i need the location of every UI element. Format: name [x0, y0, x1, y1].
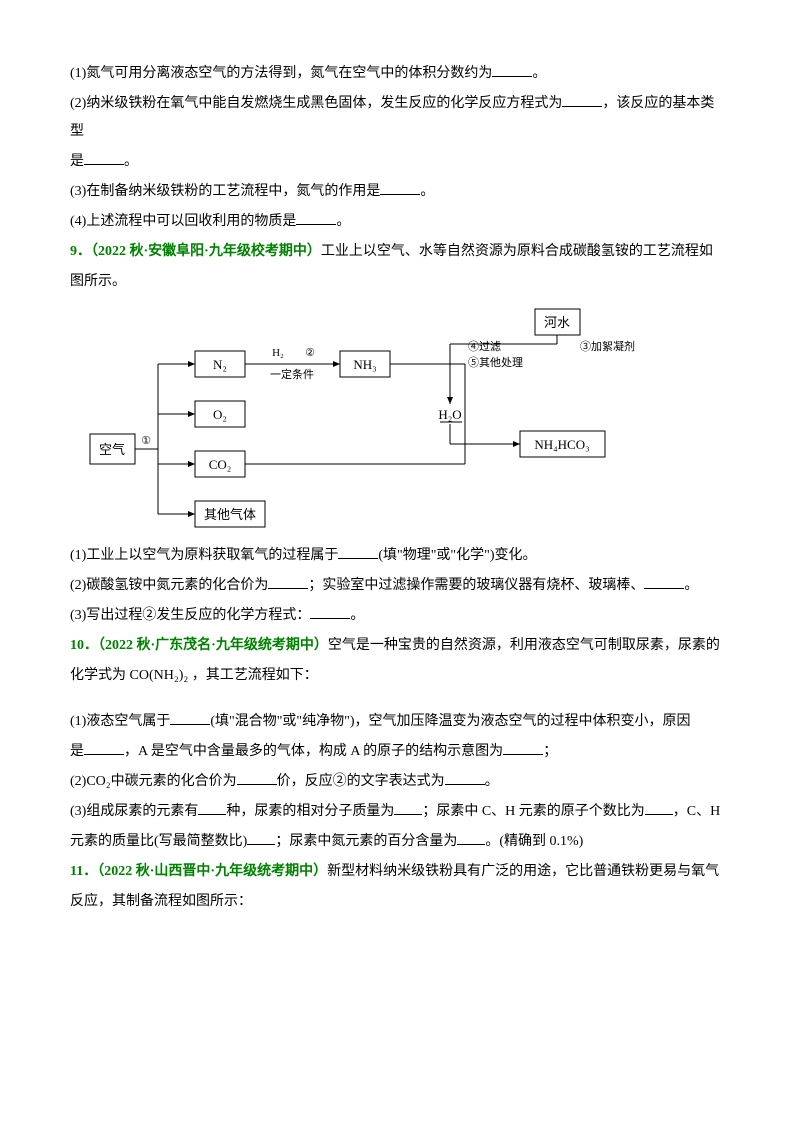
n2-label: N₂ [213, 357, 227, 372]
o2-label: O₂ [213, 407, 227, 422]
text: 化学式为 CO(NH₂)₂ ，其工艺流程如下： [70, 668, 318, 683]
blank [645, 800, 673, 815]
q10-line2: (2)CO₂中碳元素的化合价为 价，反应②的文字表达式为 。 [70, 768, 724, 796]
blank [170, 710, 210, 725]
blank [268, 574, 308, 589]
other-label: 其他气体 [204, 507, 256, 522]
blank [338, 544, 378, 559]
text: 。 [420, 184, 434, 199]
cond-label: 一定条件 [270, 367, 314, 381]
text: 是 [70, 154, 84, 169]
text: 价，反应②的文字表达式为 [277, 774, 445, 789]
text: ；实验室中过滤操作需要的玻璃仪器有烧杯、玻璃棒、 [308, 578, 644, 593]
q9-tag: 9．（2022 秋·安徽阜阳·九年级校考期中） [70, 244, 321, 259]
q10-line3b: 元素的质量比(写最简整数比) ；尿素中氮元素的百分含量为 。(精确到 0.1%) [70, 828, 724, 856]
text: 。 [124, 154, 138, 169]
text: (3)写出过程②发生反应的化学方程式： [70, 608, 310, 623]
blank [492, 62, 532, 77]
text: (3)组成尿素的元素有 [70, 804, 198, 819]
nh3-label: NH₃ [353, 357, 376, 372]
text: 。(精确到 0.1%) [485, 834, 583, 849]
blank [84, 150, 124, 165]
q9-diagram: 空气 ① N₂ O₂ CO₂ 其他气体 H₂ ② 一定条件 NH₃ 河水 ③加絮… [80, 304, 724, 534]
q11-header: 11．（2022 秋·山西晋中·九年级统考期中）新型材料纳米级铁粉具有广泛的用途… [70, 858, 724, 886]
blank [247, 830, 275, 845]
text: 。 [336, 214, 350, 229]
text: 种，尿素的相对分子质量为 [226, 804, 394, 819]
q11-tag: 11．（2022 秋·山西晋中·九年级统考期中） [70, 864, 327, 879]
text: (3)在制备纳米级铁粉的工艺流程中，氮气的作用是 [70, 184, 380, 199]
text: 。 [532, 66, 546, 81]
blank [644, 574, 684, 589]
q9-header-2: 图所示。 [70, 268, 724, 296]
q9-line3: (3)写出过程②发生反应的化学方程式： 。 [70, 602, 724, 630]
blank [380, 180, 420, 195]
q-pre-line2b: 是。 [70, 148, 724, 176]
q10-tag: 10．（2022 秋·广东茂名·九年级统考期中） [70, 638, 328, 653]
circle1-label: ① [141, 435, 151, 447]
air-label: 空气 [99, 442, 125, 457]
text: 工业上以空气、水等自然资源为原料合成碳酸氢铵的工艺流程如 [321, 244, 713, 259]
text: 空气是一种宝贵的自然资源，利用液态空气可制取尿素，尿素的 [328, 638, 720, 653]
blank [296, 210, 336, 225]
q-pre-line3: (3)在制备纳米级铁粉的工艺流程中，氮气的作用是 。 [70, 178, 724, 206]
text: (填"混合物"或"纯净物")，空气加压降温变为液态空气的过程中体积变小，原因 [210, 714, 690, 729]
q-pre-line4: (4)上述流程中可以回收利用的物质是 。 [70, 208, 724, 236]
text: 新型材料纳米级铁粉具有广泛的用途，它比普通铁粉更易与氧气 [327, 864, 719, 879]
text: (2)纳米级铁粉在氧气中能自发燃烧生成黑色固体，发生反应的化学反应方程式为 [70, 96, 562, 111]
blank [445, 770, 485, 785]
q11-header-2: 反应，其制备流程如图所示： [70, 888, 724, 916]
text: ，A 是空气中含量最多的气体，构成 A 的原子的结构示意图为 [124, 744, 503, 759]
text: (1)液态空气属于 [70, 714, 170, 729]
text: 元素的质量比(写最简整数比) [70, 834, 247, 849]
blank [84, 740, 124, 755]
text: (1)氮气可用分离液态空气的方法得到，氮气在空气中的体积分数约为 [70, 66, 492, 81]
step4-label: ④过滤 [468, 340, 501, 353]
text: 。 [350, 608, 364, 623]
text: 。 [485, 774, 499, 789]
text: (2)碳酸氢铵中氮元素的化合价为 [70, 578, 268, 593]
text: (1)工业上以空气为原料获取氧气的过程属于 [70, 548, 338, 563]
co2-label: CO₂ [209, 457, 232, 472]
q9-line2: (2)碳酸氢铵中氮元素的化合价为 ；实验室中过滤操作需要的玻璃仪器有烧杯、玻璃棒、… [70, 572, 724, 600]
blank [198, 800, 226, 815]
text: 图所示。 [70, 274, 126, 289]
blank [237, 770, 277, 785]
text: (2)CO₂中碳元素的化合价为 [70, 774, 237, 789]
q10-line1b: 是 ，A 是空气中含量最多的气体，构成 A 的原子的结构示意图为 ； [70, 738, 724, 766]
q10-line3: (3)组成尿素的元素有 种，尿素的相对分子质量为 ；尿素中 C、H 元素的原子个数比… [70, 798, 724, 826]
step3-label: ③加絮凝剂 [580, 339, 635, 353]
blank [457, 830, 485, 845]
nh4hco3-label: NH₄HCO₃ [534, 437, 589, 452]
text: (4)上述流程中可以回收利用的物质是 [70, 214, 296, 229]
text: 反应，其制备流程如图所示： [70, 894, 252, 909]
blank [503, 740, 543, 755]
q10-line1: (1)液态空气属于 (填"混合物"或"纯净物")，空气加压降温变为液态空气的过程中… [70, 708, 724, 736]
blank [562, 92, 602, 107]
h2-label: H₂ [272, 347, 284, 359]
text: ，C、H [673, 804, 720, 819]
q-pre-line1: (1)氮气可用分离液态空气的方法得到，氮气在空气中的体积分数约为 。 [70, 60, 724, 88]
text: 是 [70, 744, 84, 759]
step5-label: ⑤其他处理 [468, 356, 523, 369]
text: ；尿素中氮元素的百分含量为 [275, 834, 457, 849]
q9-line1: (1)工业上以空气为原料获取氧气的过程属于 (填"物理"或"化学")变化。 [70, 542, 724, 570]
circle2-label: ② [305, 347, 315, 359]
h2o-label: H₂O [438, 407, 461, 422]
q9-header: 9．（2022 秋·安徽阜阳·九年级校考期中）工业上以空气、水等自然资源为原料合… [70, 238, 724, 266]
blank [310, 604, 350, 619]
text: 。 [684, 578, 698, 593]
text: (填"物理"或"化学")变化。 [378, 548, 536, 563]
q10-header: 10．（2022 秋·广东茂名·九年级统考期中）空气是一种宝贵的自然资源，利用液… [70, 632, 724, 660]
text: ； [543, 744, 557, 759]
spacer [70, 692, 724, 706]
text: ；尿素中 C、H 元素的原子个数比为 [422, 804, 644, 819]
river-label: 河水 [544, 315, 570, 330]
q10-header-2: 化学式为 CO(NH₂)₂ ，其工艺流程如下： [70, 662, 724, 690]
blank [394, 800, 422, 815]
q-pre-line2: (2)纳米级铁粉在氧气中能自发燃烧生成黑色固体，发生反应的化学反应方程式为，该反… [70, 90, 724, 146]
